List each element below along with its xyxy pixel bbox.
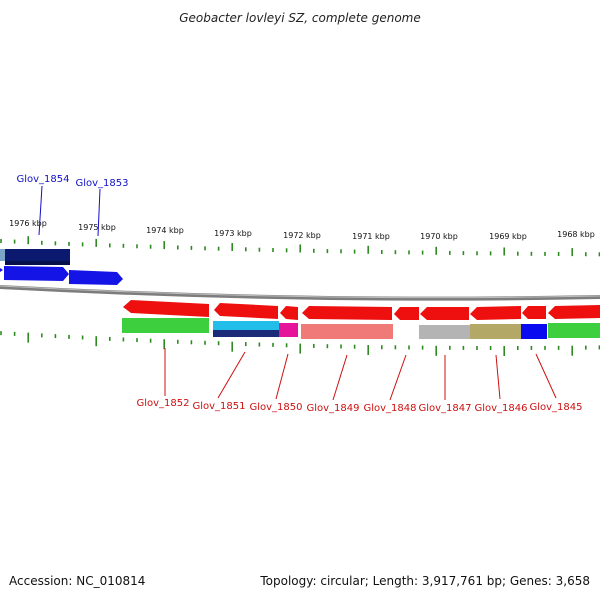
band-glov-1851-navy: [213, 330, 279, 337]
label-leaders: [38, 185, 557, 401]
forward-strand-genes: [0, 249, 123, 285]
kbp-label: 1972 kbp: [283, 231, 321, 240]
gene-feature-glov-1853: [69, 270, 123, 285]
kbp-label: 1974 kbp: [146, 226, 184, 235]
band-glov-1852-green: [122, 318, 209, 333]
top-gene-labels: Glov_1854 Glov_1853: [16, 174, 128, 189]
lower-minor-ticks: [0, 331, 600, 356]
gene-feature-glov-1845-red: [522, 306, 546, 319]
gene-feature-glov-1850-red: [280, 306, 298, 320]
gene-label-glov-1845[interactable]: Glov_1845: [529, 402, 582, 413]
upper-minor-ticks: [0, 236, 600, 257]
genome-backbone: [0, 285, 600, 301]
leader-glov-1850: [275, 353, 289, 400]
kbp-label: 1973 kbp: [214, 229, 252, 238]
map-title: Geobacter lovleyi SZ, complete genome: [179, 11, 421, 25]
band-glov-1851-cyan: [213, 321, 279, 330]
gene-feature-right-red: [548, 305, 600, 319]
gene-feature-glov-1854-shade: [5, 261, 70, 265]
leader-glov-1849: [332, 354, 348, 401]
gene-label-glov-1852[interactable]: Glov_1852: [136, 398, 189, 409]
kbp-scale: 1976 kbp 1975 kbp 1974 kbp 1973 kbp 1972 kbp…: [9, 219, 595, 241]
leader-glov-1853: [97, 188, 101, 237]
kbp-label: 1975 kbp: [78, 223, 116, 232]
kbp-label: 1971 kbp: [352, 232, 390, 241]
gene-feature-glov-1852-red: [123, 300, 209, 317]
gene-label-glov-1851[interactable]: Glov_1851: [192, 401, 245, 412]
genome-backbone-highlight: [0, 285, 600, 299]
gene-label-glov-1850[interactable]: Glov_1850: [249, 402, 302, 413]
band-glov-1849-salmon: [301, 324, 393, 339]
bottom-gene-labels: Glov_1852 Glov_1851 Glov_1850 Glov_1849 …: [136, 398, 582, 414]
accession-text: Accession: NC_010814: [9, 574, 146, 588]
band-glov-1846-olive: [470, 324, 521, 339]
gene-feature-glov-1848-red: [394, 307, 419, 320]
band-right-green: [548, 323, 600, 338]
gene-feature-glov-1851-red: [214, 303, 278, 319]
gene-label-glov-1846[interactable]: Glov_1846: [474, 403, 527, 414]
kbp-label: 1970 kbp: [420, 232, 458, 241]
topology-text: Topology: circular; Length: 3,917,761 bp…: [260, 574, 590, 588]
gene-feature-glov-1846-red: [470, 306, 521, 320]
band-glov-1850-magenta: [279, 323, 298, 337]
leader-glov-1851: [217, 351, 246, 399]
gene-label-glov-1849[interactable]: Glov_1849: [306, 403, 359, 414]
kbp-label: 1968 kbp: [557, 230, 595, 239]
gene-feature-glov-1847-red: [420, 307, 469, 320]
gene-feature-blue-arrow-left: [0, 268, 3, 272]
band-glov-1847-gray: [419, 325, 470, 339]
gene-label-glov-1853[interactable]: Glov_1853: [75, 178, 128, 189]
band-glov-1845-blue: [521, 324, 547, 339]
leader-glov-1846: [495, 354, 501, 400]
kbp-label: 1969 kbp: [489, 232, 527, 241]
reverse-strand-genes: [123, 300, 600, 320]
leader-glov-1854: [38, 185, 43, 236]
leader-glov-1848: [389, 354, 407, 401]
gene-label-glov-1847[interactable]: Glov_1847: [418, 403, 471, 414]
gene-feature-blue-arrow-1: [4, 266, 69, 281]
gene-label-glov-1854[interactable]: Glov_1854: [16, 174, 69, 185]
gene-feature-glov-1849-red: [302, 306, 392, 320]
gene-feature-light-blue: [0, 249, 5, 261]
function-bands: [122, 318, 600, 339]
leader-glov-1845: [535, 353, 557, 399]
kbp-label: 1976 kbp: [9, 219, 47, 228]
gene-label-glov-1848[interactable]: Glov_1848: [363, 403, 416, 414]
